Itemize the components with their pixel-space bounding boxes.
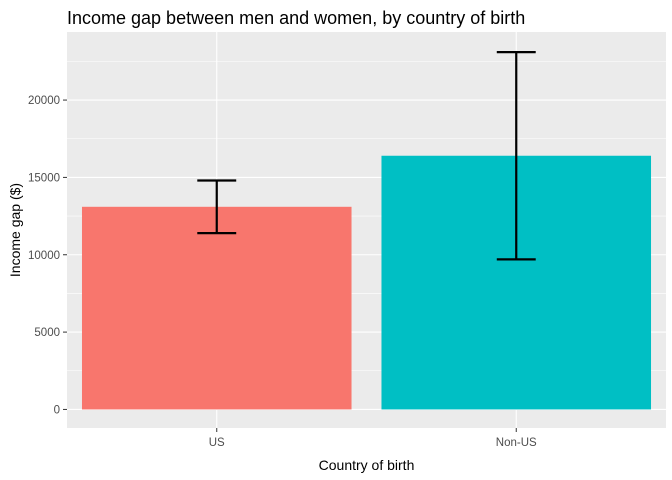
y-axis-title: Income gap ($) — [7, 183, 23, 277]
error-bar-non-us — [496, 51, 536, 261]
bars-layer — [81, 155, 652, 410]
x-axis-title: Country of birth — [319, 457, 415, 473]
chart-title: Income gap between men and women, by cou… — [67, 8, 525, 28]
y-tick-label: 15000 — [28, 172, 60, 184]
bar-us — [81, 206, 352, 410]
error-bar-us — [197, 179, 237, 235]
y-tick-label: 5000 — [34, 327, 60, 339]
y-axis: 0 5000 10000 15000 20000 — [28, 95, 67, 416]
error-bars-layer — [197, 51, 536, 261]
x-axis: US Non-US — [209, 428, 537, 449]
x-tick-label: US — [209, 437, 225, 449]
y-tick-label: 0 — [54, 404, 60, 416]
y-tick-label: 20000 — [28, 95, 60, 107]
x-tick-label: Non-US — [496, 437, 537, 449]
y-tick-label: 10000 — [28, 250, 60, 262]
